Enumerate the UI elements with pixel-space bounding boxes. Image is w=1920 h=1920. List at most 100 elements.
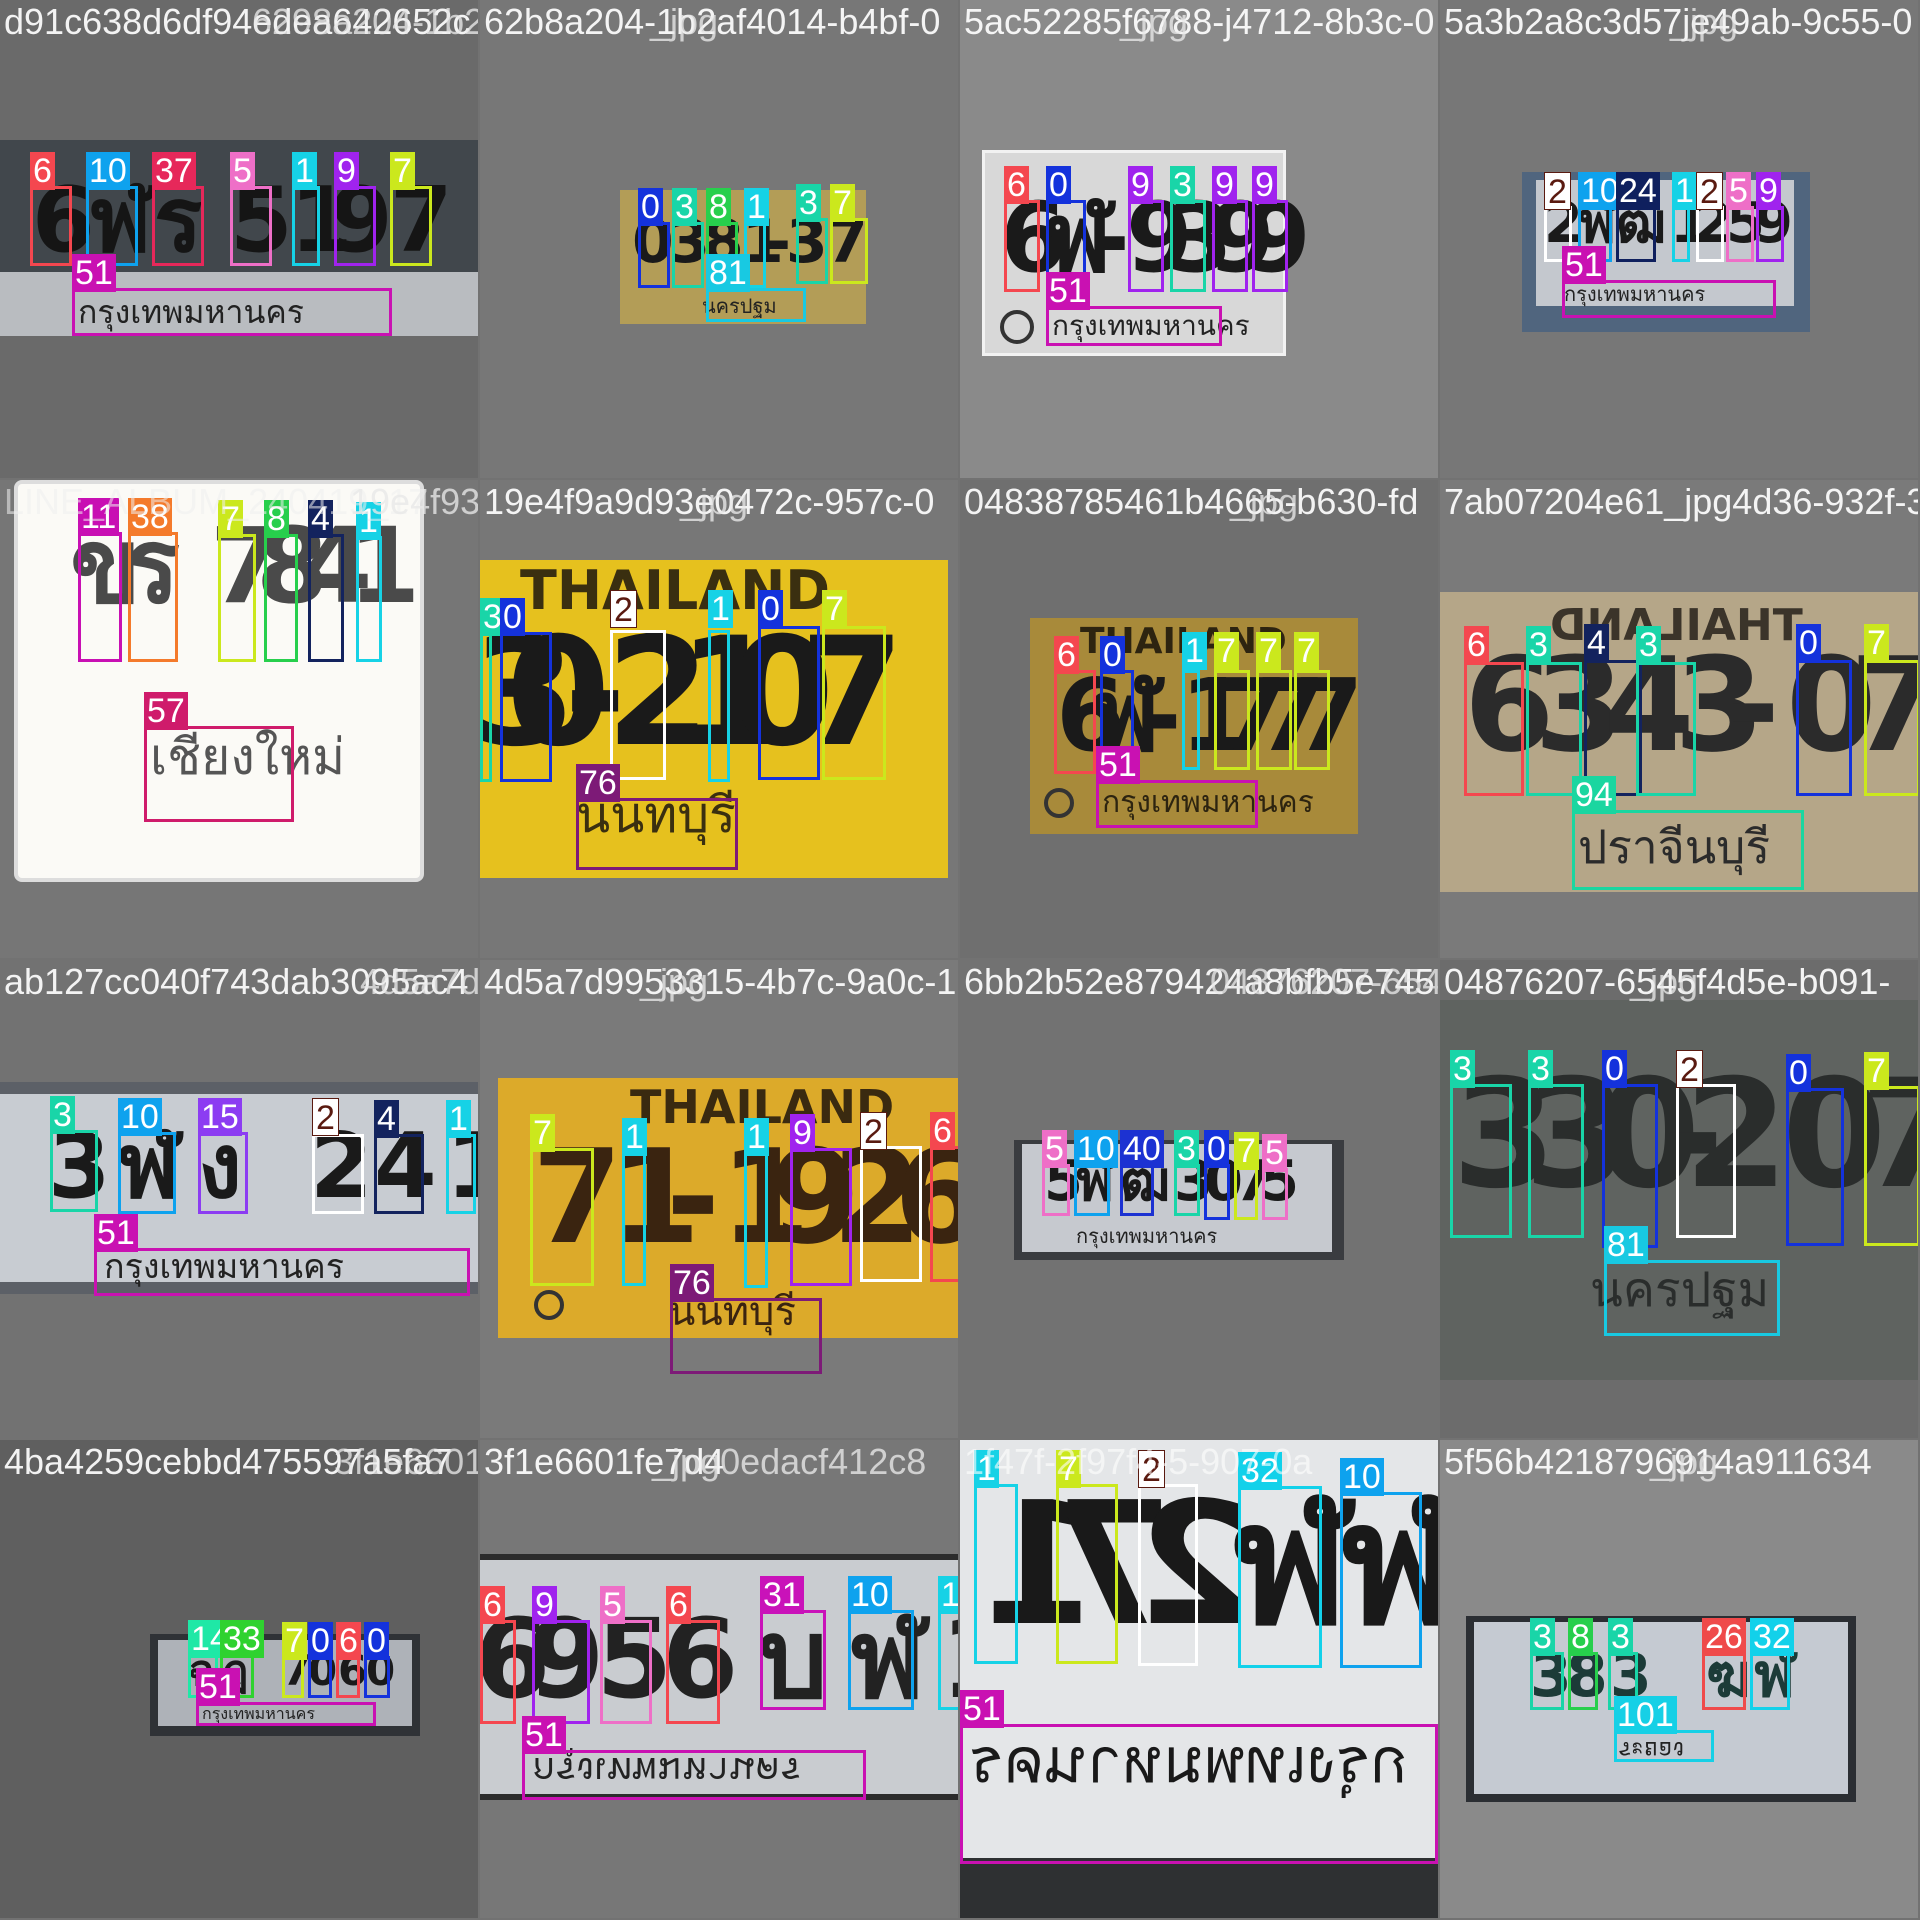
plate-char: 6 — [32, 168, 95, 273]
class-label: 1 — [622, 1118, 647, 1156]
detection-box — [1450, 1084, 1512, 1238]
detection-box — [374, 1134, 424, 1214]
province-text: กรุงเทพมหานคร — [1102, 785, 1314, 820]
class-label: 1 — [356, 502, 381, 540]
tile-3: 2 ฬ ฒ 1 2 5 9 กรุงเทพมหานคร 2 10 24 1 2 … — [1440, 0, 1918, 478]
class-label: 15 — [198, 1098, 242, 1136]
class-label: 2 — [610, 590, 637, 629]
detection-box — [308, 534, 344, 662]
filename-label: 4d5a7d9953315-4b7c-9a0c-1 — [484, 961, 957, 1002]
class-label: 26 — [1702, 1618, 1746, 1656]
detection-box — [1004, 200, 1040, 292]
class-label: 37 — [152, 152, 196, 190]
detection-box — [334, 186, 376, 266]
detection-box — [118, 1132, 176, 1214]
plate-char: ฬ — [1232, 1466, 1349, 1664]
class-label: 1 — [974, 1450, 999, 1488]
detection-box — [610, 630, 666, 780]
class-label: 7 — [1234, 1132, 1259, 1170]
detection-box — [974, 1484, 1018, 1664]
plate-char: ง — [198, 1114, 242, 1219]
class-label: 7 — [1214, 632, 1239, 670]
detection-box — [1616, 206, 1656, 262]
detection-box — [708, 630, 730, 782]
class-label: 1 — [744, 1118, 769, 1156]
filename-label: 3f1e6601fe7d4 — [484, 1441, 725, 1482]
province-text: กรุงเทพมหานคร — [1076, 1224, 1218, 1248]
filename-label: 62b8a204-1b2af4014-b4bf-0 — [484, 1, 941, 42]
detection-box — [1604, 1260, 1780, 1336]
plate-char: - — [1140, 657, 1182, 774]
plate-char: 7 — [390, 168, 453, 273]
detection-box — [1214, 670, 1250, 770]
class-label: 81 — [1604, 1226, 1648, 1264]
class-label: 2 — [1138, 1450, 1165, 1489]
filename-label: 5a3b2a8c3d57je49ab-9c55-0 — [1444, 1, 1913, 42]
province-text: กรุงเทพมหานคร — [104, 1247, 345, 1287]
class-label: 7 — [218, 500, 243, 538]
class-label: 9 — [1128, 166, 1153, 204]
filename-label: ab127cc040f743dab3095ac4 — [4, 961, 469, 1002]
class-label: 51 — [1096, 746, 1140, 784]
class-label: 0 — [758, 590, 783, 628]
detection-box — [938, 1610, 958, 1710]
filename-overlay: _jpg — [1650, 1441, 1719, 1482]
class-label: 7 — [830, 184, 855, 222]
class-label: 6 — [480, 1586, 505, 1624]
tile-2: 6 ฬ - 9 3 9 9 กรุงเทพมหานคร 6 0 9 3 9 9 … — [960, 0, 1438, 478]
class-label: 5 — [1726, 172, 1751, 210]
detection-box — [744, 1152, 768, 1288]
plate-char: 3 — [48, 1114, 111, 1219]
detection-box — [30, 186, 72, 266]
tile-11: 3 3 0 - 2 0 7 นครปฐม 3 3 0 2 0 7 81 0487… — [1440, 960, 1918, 1438]
filename-label: 4ba4259cebbd475597a5fa7 — [4, 1441, 453, 1482]
class-label: 51 — [960, 1690, 1004, 1728]
tile-9: THAILAND 7 1 - 1 9 2 6 นนทบุรี 7 1 1 9 2… — [480, 960, 958, 1438]
tile-4: ข ร 7 8 4 1 เชียงใหม่ 11 38 7 8 4 1 57 L… — [0, 480, 478, 958]
class-label: 33 — [220, 1620, 264, 1658]
class-label: 4 — [308, 500, 333, 538]
detection-box — [480, 1620, 516, 1724]
plate-char: - — [1726, 629, 1780, 781]
class-label: 3 — [1174, 1130, 1199, 1168]
detection-box — [622, 1152, 646, 1286]
class-label: 7 — [1864, 1052, 1889, 1090]
detection-box — [1256, 670, 1292, 770]
class-label: 9 — [790, 1114, 815, 1152]
plate-char: ฬ — [118, 1114, 180, 1219]
detection-box — [1340, 1492, 1422, 1668]
detection-box — [1138, 1484, 1198, 1666]
detection-box — [446, 1134, 476, 1214]
plate-char: 3 — [786, 207, 828, 277]
detection-box — [364, 1656, 390, 1698]
class-label: 9 — [1756, 172, 1781, 210]
filename-label: 19e4f9a9d93e0472c-957c-0 — [484, 481, 935, 522]
detection-box — [94, 1248, 470, 1296]
class-label: 10 — [86, 152, 130, 190]
class-label: 3 — [50, 1096, 75, 1134]
plate-char: 2 — [606, 606, 711, 780]
class-label: 0 — [1046, 166, 1071, 204]
class-label: 81 — [706, 254, 750, 292]
class-label: 0 — [1602, 1050, 1627, 1088]
filename-label: d91c638d6df94edea642652c — [4, 1, 471, 42]
plate-char: 7 — [1218, 657, 1288, 774]
plate-char: 3 — [1530, 1641, 1572, 1711]
class-label: 9 — [532, 1586, 557, 1624]
class-label: 9 — [1212, 166, 1237, 204]
detection-box — [706, 288, 806, 322]
class-label: 7 — [530, 1114, 555, 1152]
class-label: 10 — [1578, 172, 1622, 210]
detection-box — [672, 222, 704, 288]
class-label: 32 — [1238, 1452, 1282, 1490]
class-label: 7 — [390, 152, 415, 190]
detection-box — [1526, 662, 1582, 796]
class-label: 38 — [128, 498, 172, 536]
detection-box — [198, 1132, 248, 1214]
class-label: 10 — [1074, 1130, 1118, 1168]
class-label: 2 — [312, 1098, 339, 1137]
detection-box — [1562, 280, 1776, 318]
plate-char: 6 — [1000, 182, 1067, 294]
class-label: 1 — [446, 1100, 471, 1138]
class-label: 9 — [1252, 166, 1277, 204]
